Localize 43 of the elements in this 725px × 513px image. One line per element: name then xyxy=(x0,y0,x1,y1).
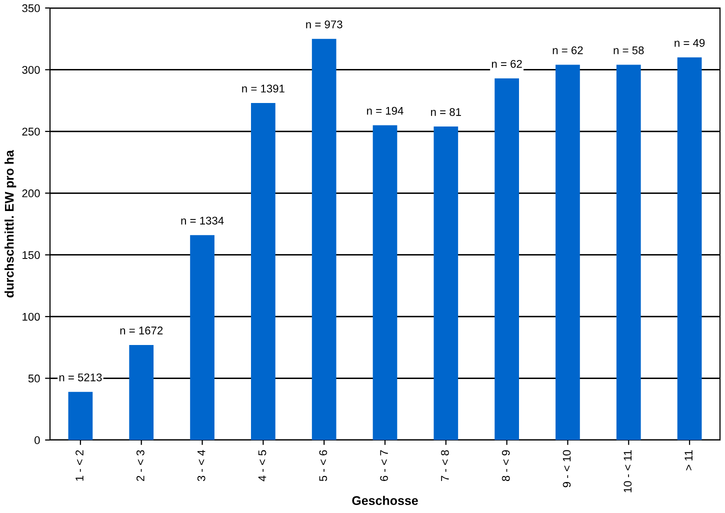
annotation: n = 1334 xyxy=(181,216,224,225)
y-tick-label: 300 xyxy=(22,66,40,74)
bar xyxy=(312,38,336,440)
x-tick-label: 9 - < 10 xyxy=(562,450,571,488)
annotation: n = 62 xyxy=(552,46,583,54)
bar xyxy=(68,392,93,440)
x-tick-label: 8 - < 9 xyxy=(502,450,510,482)
y-tick-label: 250 xyxy=(22,128,40,136)
x-tick-label: > 11 xyxy=(684,450,692,470)
x-tick-label: 7 - < 8 xyxy=(441,450,449,481)
annotation: n = 194 xyxy=(367,106,404,115)
annotation: n = 1672 xyxy=(120,326,163,334)
x-tick-label: 1 - < 2 xyxy=(76,450,84,481)
y-axis-title: durchschnittl. EW pro ha xyxy=(4,150,16,298)
y-tick-label: 200 xyxy=(22,189,40,198)
bar xyxy=(190,235,214,440)
annotation: n = 49 xyxy=(674,38,705,47)
annotation: n = 81 xyxy=(431,108,461,116)
bar xyxy=(556,64,580,440)
x-tick-label: 10 - < 11 xyxy=(624,450,632,492)
bar xyxy=(616,64,641,440)
y-tick-label: 350 xyxy=(22,4,40,12)
x-tick-label: 5 - < 6 xyxy=(319,450,328,482)
annotation: n = 62 xyxy=(492,60,522,68)
bar xyxy=(251,103,276,440)
bar xyxy=(372,125,398,440)
x-tick-label: 6 - < 7 xyxy=(380,450,388,481)
y-tick-label: 150 xyxy=(22,251,40,259)
bar xyxy=(494,78,519,440)
annotation: n = 1391 xyxy=(242,84,284,93)
annotation: n = 58 xyxy=(614,46,644,54)
y-tick-label: 0 xyxy=(34,436,40,444)
bar xyxy=(129,344,154,440)
bar xyxy=(677,57,702,440)
x-tick-label: 3 - < 4 xyxy=(197,450,206,482)
annotation: n = 973 xyxy=(306,20,342,28)
bar xyxy=(434,126,458,440)
x-tick-label: 2 - < 3 xyxy=(136,450,144,481)
y-tick-label: 50 xyxy=(28,374,40,382)
annotation: n = 5213 xyxy=(59,373,102,382)
x-axis-title: Geschosse xyxy=(352,496,418,506)
x-tick-label: 4 - < 5 xyxy=(258,450,266,482)
y-tick-label: 100 xyxy=(22,312,40,321)
